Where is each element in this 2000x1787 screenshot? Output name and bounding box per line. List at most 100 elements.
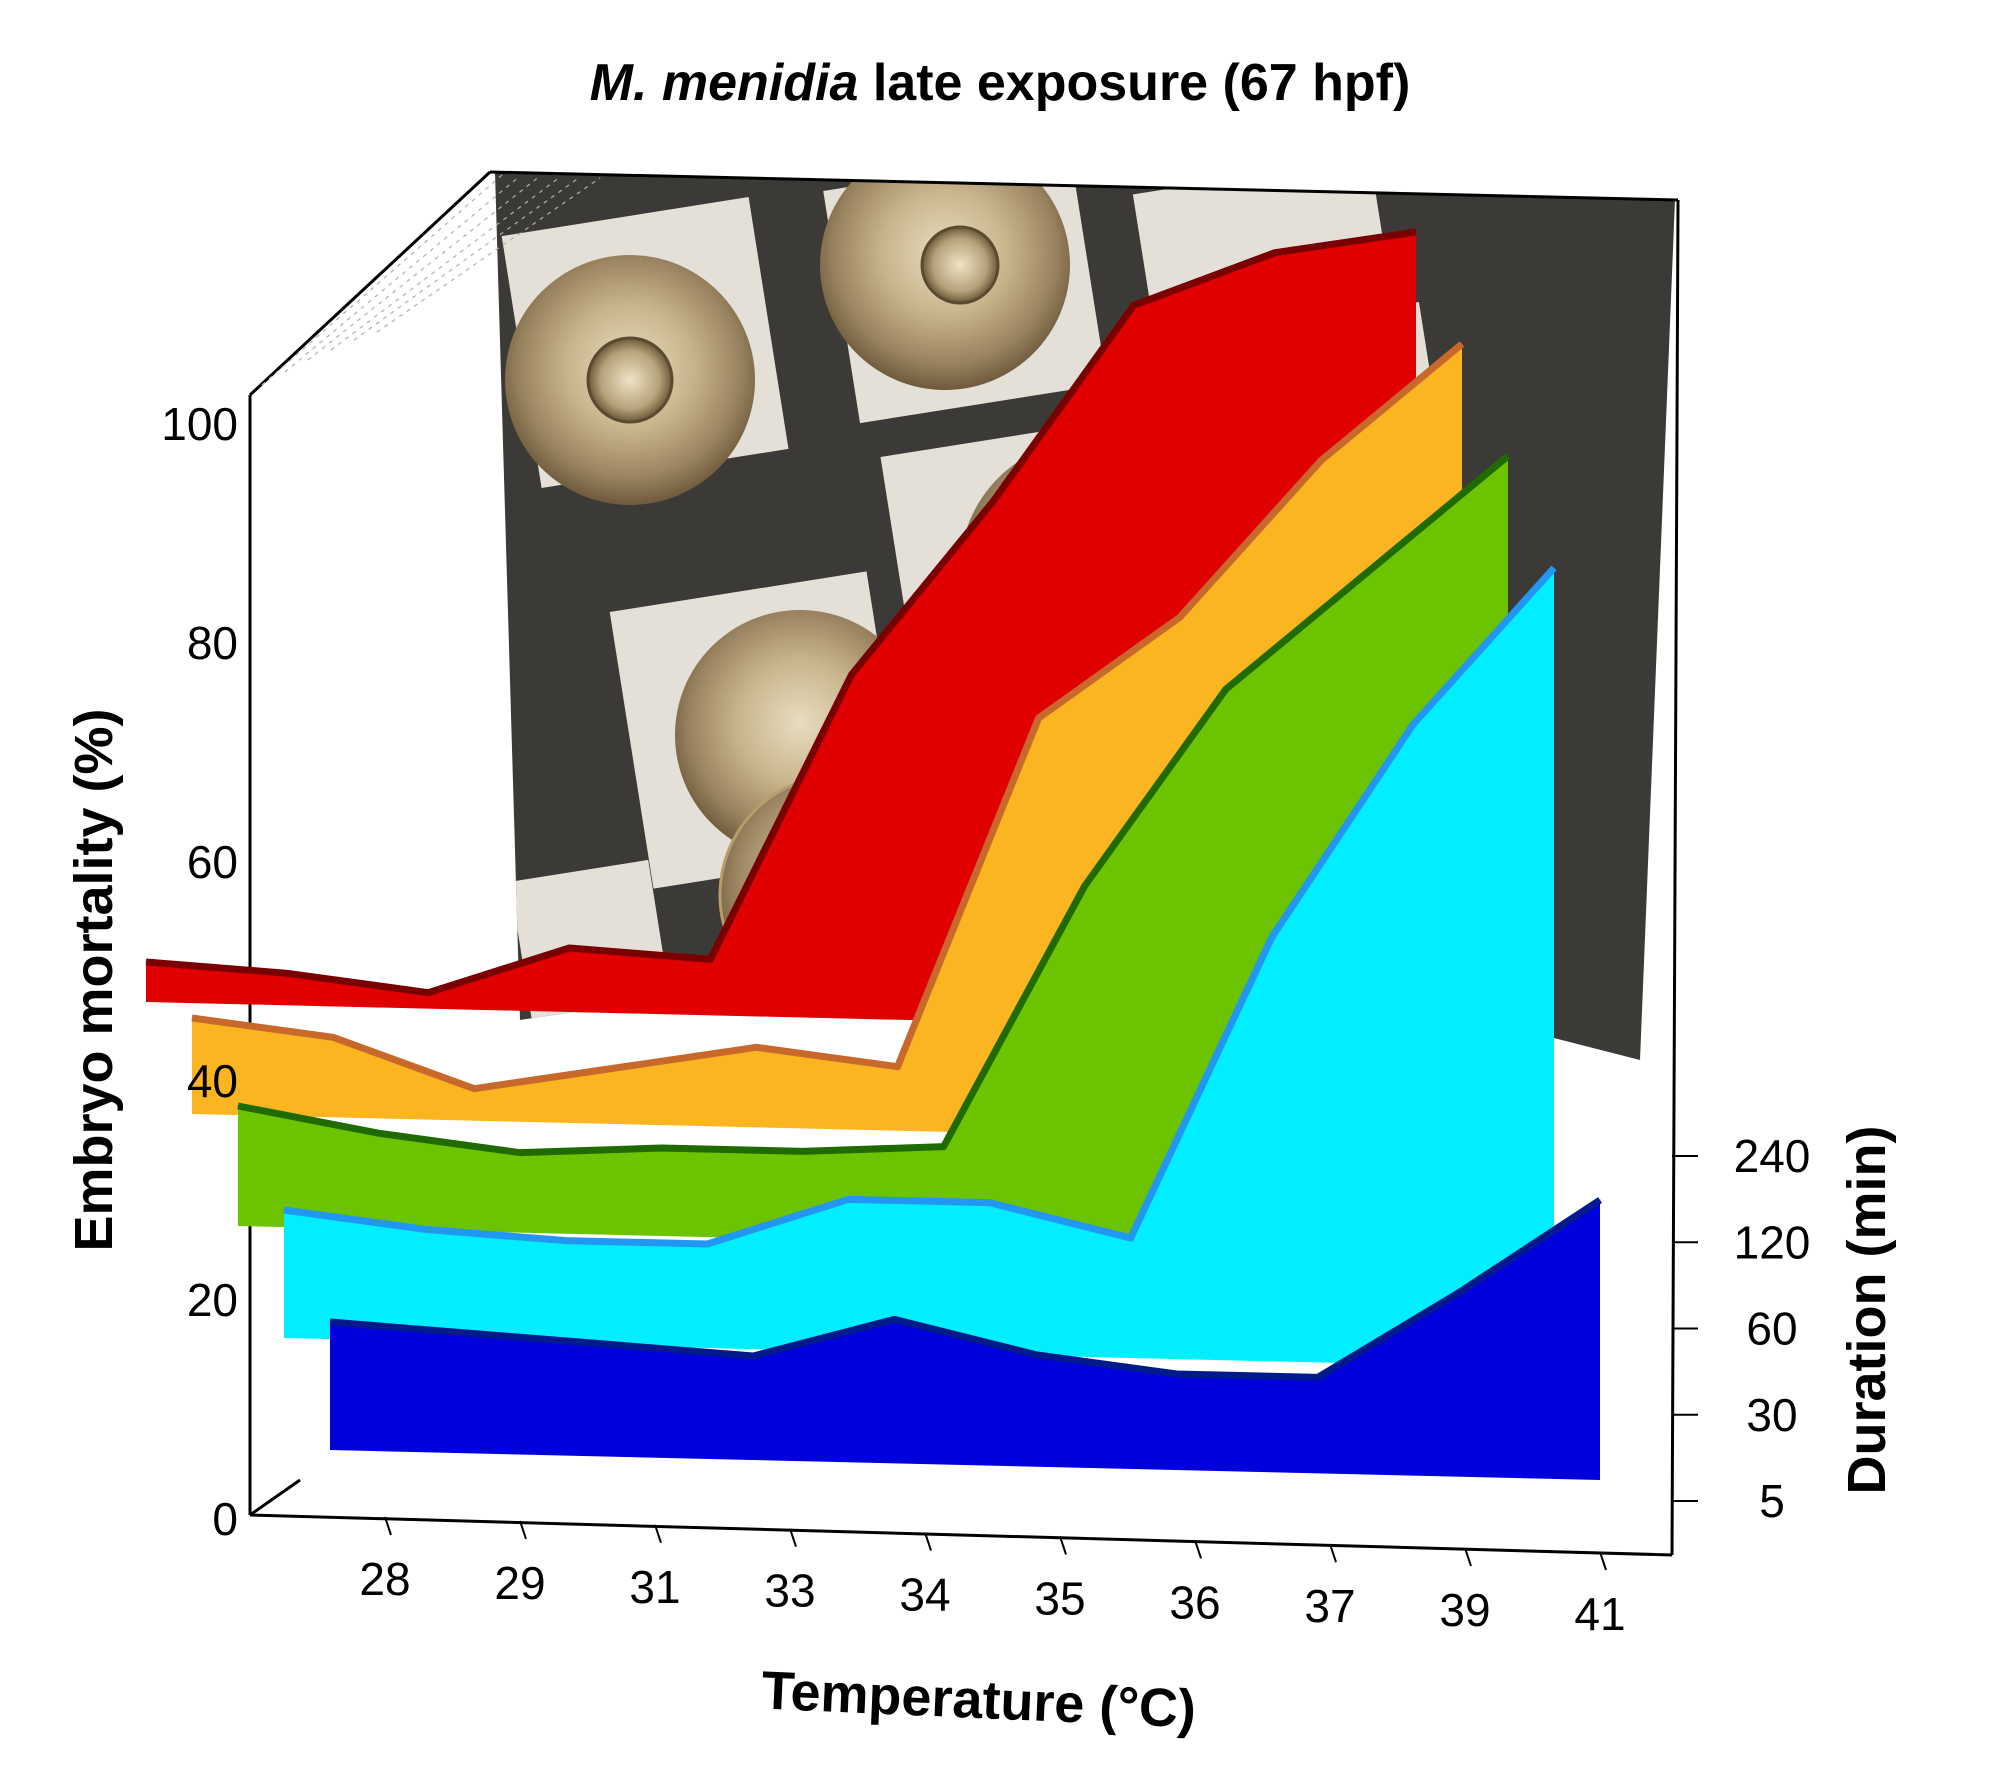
- data-point-5-29: [470, 1332, 472, 1334]
- x-tick-label: 33: [764, 1565, 815, 1617]
- data-point-240-31: [427, 992, 429, 994]
- y-tick-label: 60: [187, 836, 238, 888]
- x-tick-label: 36: [1169, 1576, 1220, 1628]
- data-point-5-35: [1035, 1354, 1037, 1356]
- data-point-240-41: [1415, 231, 1417, 233]
- data-point-30-28: [283, 1209, 285, 1211]
- x-tick-mark: [1464, 1547, 1472, 1567]
- data-point-5-28: [329, 1321, 331, 1323]
- data-point-30-41: [1553, 567, 1555, 569]
- data-point-30-37: [1271, 936, 1273, 938]
- data-point-240-39: [1274, 252, 1276, 254]
- data-point-240-34: [709, 958, 711, 960]
- data-point-5-37: [1317, 1376, 1319, 1378]
- series-layer: [145, 228, 1602, 1480]
- x-tick-mark: [519, 1520, 527, 1540]
- series-5-line: [329, 1197, 1602, 1381]
- x-tick-mark: [1194, 1540, 1202, 1559]
- data-point-240-28: [145, 961, 147, 963]
- data-point-120-39: [1320, 460, 1322, 462]
- series-30-min: [283, 565, 1557, 1368]
- series-60-line: [237, 453, 1511, 1157]
- y-tick-label: 0: [212, 1493, 238, 1545]
- z-axis-title: Duration (min): [1837, 1126, 1897, 1495]
- data-point-120-35: [897, 1066, 899, 1068]
- z-tick-label: 60: [1746, 1303, 1797, 1355]
- data-point-5-33: [752, 1355, 754, 1357]
- data-point-5-36: [1176, 1373, 1178, 1375]
- data-point-120-33: [614, 1067, 616, 1069]
- grid-lines: [261, 174, 601, 386]
- data-point-60-41: [1507, 455, 1509, 457]
- y-axis-title: Embryo mortality (%): [64, 708, 124, 1251]
- x-tick-label: 29: [494, 1557, 545, 1609]
- x-tick-mark: [924, 1532, 932, 1551]
- data-point-60-35: [943, 1146, 945, 1148]
- data-point-120-41: [1461, 343, 1463, 345]
- y-tick-label: 100: [161, 398, 238, 450]
- data-point-5-41: [1599, 1199, 1601, 1201]
- x-tick-label: 35: [1034, 1572, 1085, 1624]
- data-point-30-34: [847, 1198, 849, 1200]
- chart-title: M. menidia late exposure (67 hpf): [590, 54, 1411, 112]
- x-tick-label: 28: [359, 1553, 410, 1605]
- x-tick-label: 39: [1439, 1584, 1490, 1636]
- data-point-60-28: [237, 1105, 239, 1107]
- data-point-120-36: [1038, 717, 1040, 719]
- x-axis-title: Temperature (°C): [760, 1661, 1197, 1740]
- data-point-5-34: [893, 1318, 895, 1320]
- data-point-30-36: [1130, 1237, 1132, 1239]
- series-240-line: [145, 228, 1417, 997]
- x-tick-label: 31: [629, 1561, 680, 1613]
- data-point-240-33: [568, 947, 570, 949]
- series-60-area: [238, 456, 1508, 1256]
- data-point-240-35: [851, 674, 853, 676]
- data-point-30-31: [565, 1240, 567, 1242]
- data-point-60-36: [1084, 885, 1086, 887]
- data-point-120-29: [332, 1036, 334, 1038]
- data-point-60-31: [519, 1152, 521, 1154]
- z-tick-label: 5: [1759, 1475, 1785, 1527]
- data-point-30-33: [706, 1243, 708, 1245]
- series-5-min: [329, 1197, 1602, 1480]
- x-tick-label: 34: [899, 1569, 950, 1621]
- x-tick-mark: [1329, 1543, 1337, 1563]
- y-tick-label: 40: [187, 1055, 238, 1107]
- y-tick-label: 20: [187, 1274, 238, 1326]
- z-tick-label: 240: [1734, 1130, 1811, 1182]
- data-point-120-31: [473, 1088, 475, 1090]
- z-tick-label: 120: [1734, 1216, 1811, 1268]
- data-point-5-39: [1458, 1292, 1460, 1294]
- data-point-30-29: [424, 1228, 426, 1230]
- data-point-240-29: [286, 972, 288, 974]
- x-tick-label: 37: [1304, 1580, 1355, 1632]
- data-point-60-29: [378, 1132, 380, 1134]
- data-point-60-39: [1366, 572, 1368, 574]
- data-point-240-36: [992, 501, 994, 503]
- x-tick-mark: [384, 1516, 392, 1536]
- data-point-5-31: [611, 1344, 613, 1346]
- series-30-area: [284, 568, 1554, 1368]
- series-60-min: [237, 453, 1511, 1256]
- x-tick-mark: [654, 1524, 662, 1544]
- x-tick-mark: [1059, 1536, 1067, 1555]
- x-tick-layer: 28 29 31 33 34 35 36 37 39 41: [359, 1516, 1626, 1640]
- data-point-60-33: [660, 1147, 662, 1149]
- data-point-120-28: [191, 1017, 193, 1019]
- x-tick-mark: [789, 1528, 797, 1547]
- x-tick-label: 41: [1574, 1588, 1625, 1640]
- data-point-60-37: [1225, 688, 1227, 690]
- series-30-line: [283, 565, 1557, 1248]
- y-tick-label: 80: [187, 617, 238, 669]
- z-tick-layer: 5 30 60 120 240: [1672, 1130, 1810, 1527]
- y-tick-layer: 0 20 40 60 80 100: [161, 398, 238, 1545]
- data-point-120-37: [1179, 616, 1181, 618]
- series-120-line: [191, 341, 1465, 1093]
- data-point-120-34: [755, 1046, 757, 1048]
- data-point-240-37: [1133, 304, 1135, 306]
- x-tick-mark: [1599, 1551, 1607, 1571]
- z-tick-label: 30: [1746, 1389, 1797, 1441]
- data-point-60-34: [801, 1150, 803, 1152]
- data-point-30-35: [989, 1202, 991, 1204]
